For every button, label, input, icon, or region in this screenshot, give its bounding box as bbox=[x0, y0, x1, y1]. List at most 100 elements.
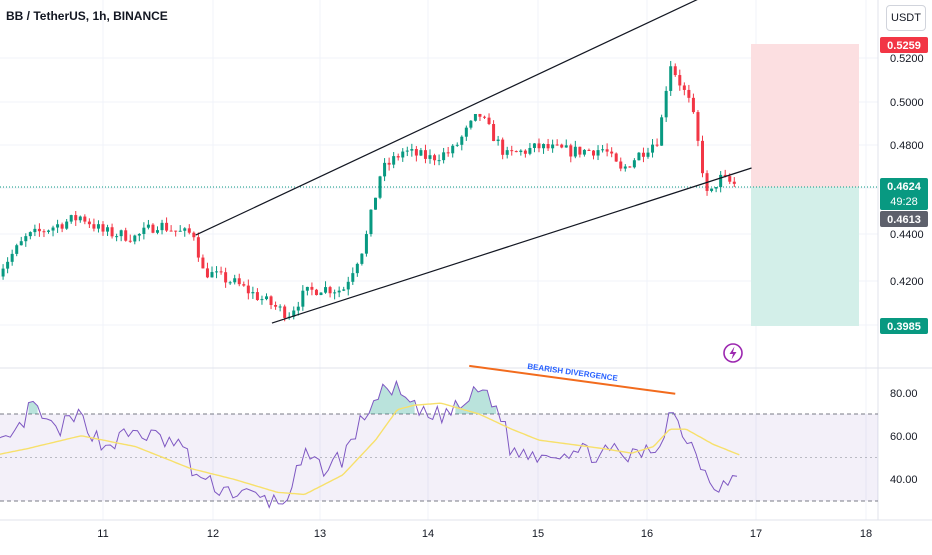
candle-body bbox=[733, 182, 736, 184]
time-tick: 16 bbox=[641, 528, 653, 540]
candle-body bbox=[356, 264, 359, 273]
candle-body bbox=[88, 222, 91, 225]
candle-body bbox=[56, 224, 59, 227]
price-tick: 0.4200 bbox=[890, 276, 924, 288]
candle-body bbox=[583, 150, 586, 155]
candle-body bbox=[696, 112, 699, 141]
candle-body bbox=[124, 230, 127, 240]
candle-body bbox=[142, 228, 145, 234]
candle-body bbox=[151, 225, 154, 233]
candle-body bbox=[624, 166, 627, 168]
symbol-title: BB / TetherUS, 1h, BINANCE bbox=[6, 9, 168, 23]
time-tick: 17 bbox=[750, 528, 762, 540]
candle-body bbox=[451, 146, 454, 154]
candle-body bbox=[442, 152, 445, 160]
candle-body bbox=[165, 223, 168, 231]
candle-body bbox=[206, 268, 209, 277]
candle-body bbox=[183, 228, 186, 230]
candle-body bbox=[247, 286, 250, 294]
time-tick: 12 bbox=[207, 528, 219, 540]
candle-body bbox=[619, 162, 622, 169]
candle-body bbox=[601, 149, 604, 150]
candle-body bbox=[11, 254, 14, 262]
candle-body bbox=[306, 287, 309, 291]
price-tick: 0.4800 bbox=[890, 140, 924, 152]
candle-body bbox=[497, 140, 500, 141]
candle-body bbox=[637, 153, 640, 160]
lightning-icon[interactable] bbox=[724, 344, 742, 362]
candle-body bbox=[388, 163, 391, 165]
candle-body bbox=[115, 236, 118, 237]
candle-body bbox=[488, 118, 491, 124]
channel-upper-line bbox=[196, 0, 730, 235]
candle-body bbox=[401, 152, 404, 158]
candle-body bbox=[283, 306, 286, 317]
candle-body bbox=[360, 254, 363, 264]
candle-body bbox=[660, 117, 663, 145]
candle-body bbox=[20, 241, 23, 245]
candle-body bbox=[651, 145, 654, 153]
line-price-label: 0.4613 bbox=[887, 214, 921, 226]
time-tick: 15 bbox=[532, 528, 544, 540]
candle-body bbox=[610, 152, 613, 154]
candle-body bbox=[102, 224, 105, 231]
candle-body bbox=[547, 144, 550, 148]
candle-body bbox=[220, 271, 223, 272]
candle-body bbox=[79, 217, 82, 221]
candle-body bbox=[129, 241, 132, 242]
candle-body bbox=[33, 229, 36, 232]
candle-body bbox=[478, 114, 481, 117]
candle-body bbox=[719, 175, 722, 187]
candle-body bbox=[192, 233, 195, 237]
take-profit-zone[interactable] bbox=[751, 187, 859, 326]
candle-body bbox=[524, 151, 527, 154]
candle-body bbox=[647, 153, 650, 157]
candle-body bbox=[29, 232, 32, 236]
candle-body bbox=[410, 149, 413, 151]
candle-body bbox=[569, 145, 572, 156]
candle-body bbox=[506, 150, 509, 155]
currency-button[interactable]: USDT bbox=[886, 5, 926, 31]
candle-body bbox=[565, 145, 568, 147]
candle-body bbox=[15, 245, 18, 254]
candle-body bbox=[597, 150, 600, 155]
candle-body bbox=[342, 289, 345, 290]
candle-body bbox=[492, 124, 495, 141]
candle-body bbox=[201, 258, 204, 269]
candle-body bbox=[383, 163, 386, 177]
stop-loss-zone[interactable] bbox=[751, 44, 859, 187]
candle-body bbox=[433, 155, 436, 160]
candle-body bbox=[310, 287, 313, 290]
time-tick: 14 bbox=[422, 528, 434, 540]
candle-body bbox=[74, 215, 77, 220]
candles bbox=[0, 61, 736, 321]
candle-body bbox=[97, 224, 100, 228]
candle-body bbox=[392, 156, 395, 165]
candle-body bbox=[156, 230, 159, 233]
candle-body bbox=[447, 152, 450, 153]
candle-body bbox=[38, 229, 41, 231]
candle-body bbox=[270, 296, 273, 305]
last-price-label: 0.4624 bbox=[887, 181, 922, 193]
candle-body bbox=[329, 287, 332, 293]
target-price-label: 0.3985 bbox=[887, 321, 921, 333]
candle-body bbox=[519, 151, 522, 152]
channel-lower-line bbox=[272, 168, 752, 323]
candle-body bbox=[120, 230, 123, 236]
candle-body bbox=[338, 291, 341, 293]
candle-body bbox=[674, 66, 677, 75]
candle-body bbox=[260, 299, 263, 300]
candle-body bbox=[2, 269, 5, 277]
candle-body bbox=[179, 231, 182, 232]
candle-body bbox=[587, 150, 590, 151]
candle-body bbox=[106, 227, 109, 231]
candle-body bbox=[65, 222, 68, 229]
candle-body bbox=[188, 228, 191, 232]
candle-body bbox=[333, 292, 336, 293]
candle-body bbox=[297, 307, 300, 311]
candle-body bbox=[224, 272, 227, 282]
bar-countdown: 49:28 bbox=[890, 196, 918, 208]
candle-body bbox=[365, 234, 368, 254]
